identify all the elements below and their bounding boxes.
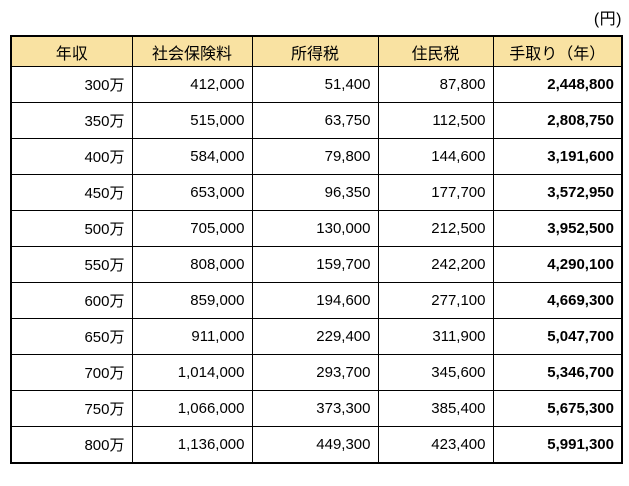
value-cell: 449,300 [251,426,379,464]
income-cell: 550万 [10,246,133,283]
value-cell: 5,675,300 [492,390,623,427]
column-header-3: 住民税 [377,35,494,67]
value-cell: 229,400 [251,318,379,355]
value-cell: 130,000 [251,210,379,247]
value-cell: 385,400 [377,390,494,427]
income-cell: 650万 [10,318,133,355]
column-header-2: 所得税 [251,35,379,67]
table-row: 350万 515,000 63,750 112,500 2,808,750 [10,102,623,139]
value-cell: 293,700 [251,354,379,391]
table-row: 550万 808,000 159,700 242,200 4,290,100 [10,246,623,283]
value-cell: 859,000 [131,282,253,319]
value-cell: 4,290,100 [492,246,623,283]
income-cell: 500万 [10,210,133,247]
value-cell: 3,191,600 [492,138,623,175]
table-row: 400万 584,000 79,800 144,600 3,191,600 [10,138,623,175]
value-cell: 4,669,300 [492,282,623,319]
value-cell: 177,700 [377,174,494,211]
income-cell: 300万 [10,66,133,103]
value-cell: 2,448,800 [492,66,623,103]
value-cell: 1,136,000 [131,426,253,464]
value-cell: 311,900 [377,318,494,355]
income-tax-table: 年収 社会保険料 所得税 住民税 手取り（年） 300万 412,000 51,400 87,… [10,35,623,464]
value-cell: 79,800 [251,138,379,175]
income-cell: 750万 [10,390,133,427]
column-header-4: 手取り（年） [492,35,623,67]
value-cell: 515,000 [131,102,253,139]
table-row: 450万 653,000 96,350 177,700 3,572,950 [10,174,623,211]
value-cell: 705,000 [131,210,253,247]
table-body: 300万 412,000 51,400 87,800 2,448,800 350万 515,… [10,66,623,464]
value-cell: 96,350 [251,174,379,211]
value-cell: 584,000 [131,138,253,175]
value-cell: 911,000 [131,318,253,355]
table-row: 600万 859,000 194,600 277,100 4,669,300 [10,282,623,319]
value-cell: 1,014,000 [131,354,253,391]
value-cell: 808,000 [131,246,253,283]
table-row: 750万 1,066,000 373,300 385,400 5,675,300 [10,390,623,427]
table-row: 300万 412,000 51,400 87,800 2,448,800 [10,66,623,103]
value-cell: 144,600 [377,138,494,175]
table-row: 800万 1,136,000 449,300 423,400 5,991,300 [10,426,623,464]
value-cell: 5,346,700 [492,354,623,391]
table-row: 500万 705,000 130,000 212,500 3,952,500 [10,210,623,247]
value-cell: 277,100 [377,282,494,319]
value-cell: 423,400 [377,426,494,464]
value-cell: 3,572,950 [492,174,623,211]
value-cell: 212,500 [377,210,494,247]
value-cell: 412,000 [131,66,253,103]
value-cell: 242,200 [377,246,494,283]
value-cell: 63,750 [251,102,379,139]
income-cell: 400万 [10,138,133,175]
value-cell: 159,700 [251,246,379,283]
value-cell: 194,600 [251,282,379,319]
income-cell: 350万 [10,102,133,139]
value-cell: 5,991,300 [492,426,623,464]
income-cell: 800万 [10,426,133,464]
value-cell: 3,952,500 [492,210,623,247]
value-cell: 373,300 [251,390,379,427]
value-cell: 653,000 [131,174,253,211]
income-cell: 700万 [10,354,133,391]
income-cell: 600万 [10,282,133,319]
table-row: 700万 1,014,000 293,700 345,600 5,346,700 [10,354,623,391]
value-cell: 345,600 [377,354,494,391]
value-cell: 51,400 [251,66,379,103]
column-header-1: 社会保険料 [131,35,253,67]
unit-label: (円) [593,11,622,28]
value-cell: 112,500 [377,102,494,139]
value-cell: 2,808,750 [492,102,623,139]
column-header-0: 年収 [10,35,133,67]
table-row: 650万 911,000 229,400 311,900 5,047,700 [10,318,623,355]
value-cell: 5,047,700 [492,318,623,355]
header-row: 年収 社会保険料 所得税 住民税 手取り（年） [10,35,623,67]
value-cell: 1,066,000 [131,390,253,427]
income-cell: 450万 [10,174,133,211]
value-cell: 87,800 [377,66,494,103]
